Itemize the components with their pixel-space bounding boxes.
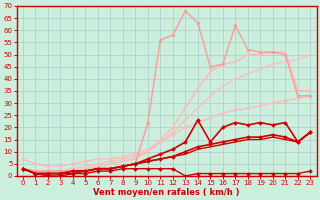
X-axis label: Vent moyen/en rafales ( km/h ): Vent moyen/en rafales ( km/h ) <box>93 188 240 197</box>
